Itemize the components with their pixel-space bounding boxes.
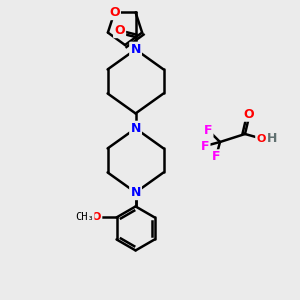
Text: F: F xyxy=(212,151,220,164)
Text: F: F xyxy=(204,124,212,136)
Text: O: O xyxy=(109,6,120,19)
Text: O: O xyxy=(256,134,266,144)
Text: F: F xyxy=(201,140,209,152)
Text: O: O xyxy=(114,24,125,37)
Text: N: N xyxy=(130,186,141,199)
Text: N: N xyxy=(130,122,141,135)
Text: CH₃: CH₃ xyxy=(75,212,94,222)
Text: O: O xyxy=(92,212,101,222)
Text: H: H xyxy=(267,133,277,146)
Text: O: O xyxy=(244,107,254,121)
Text: N: N xyxy=(130,43,141,56)
